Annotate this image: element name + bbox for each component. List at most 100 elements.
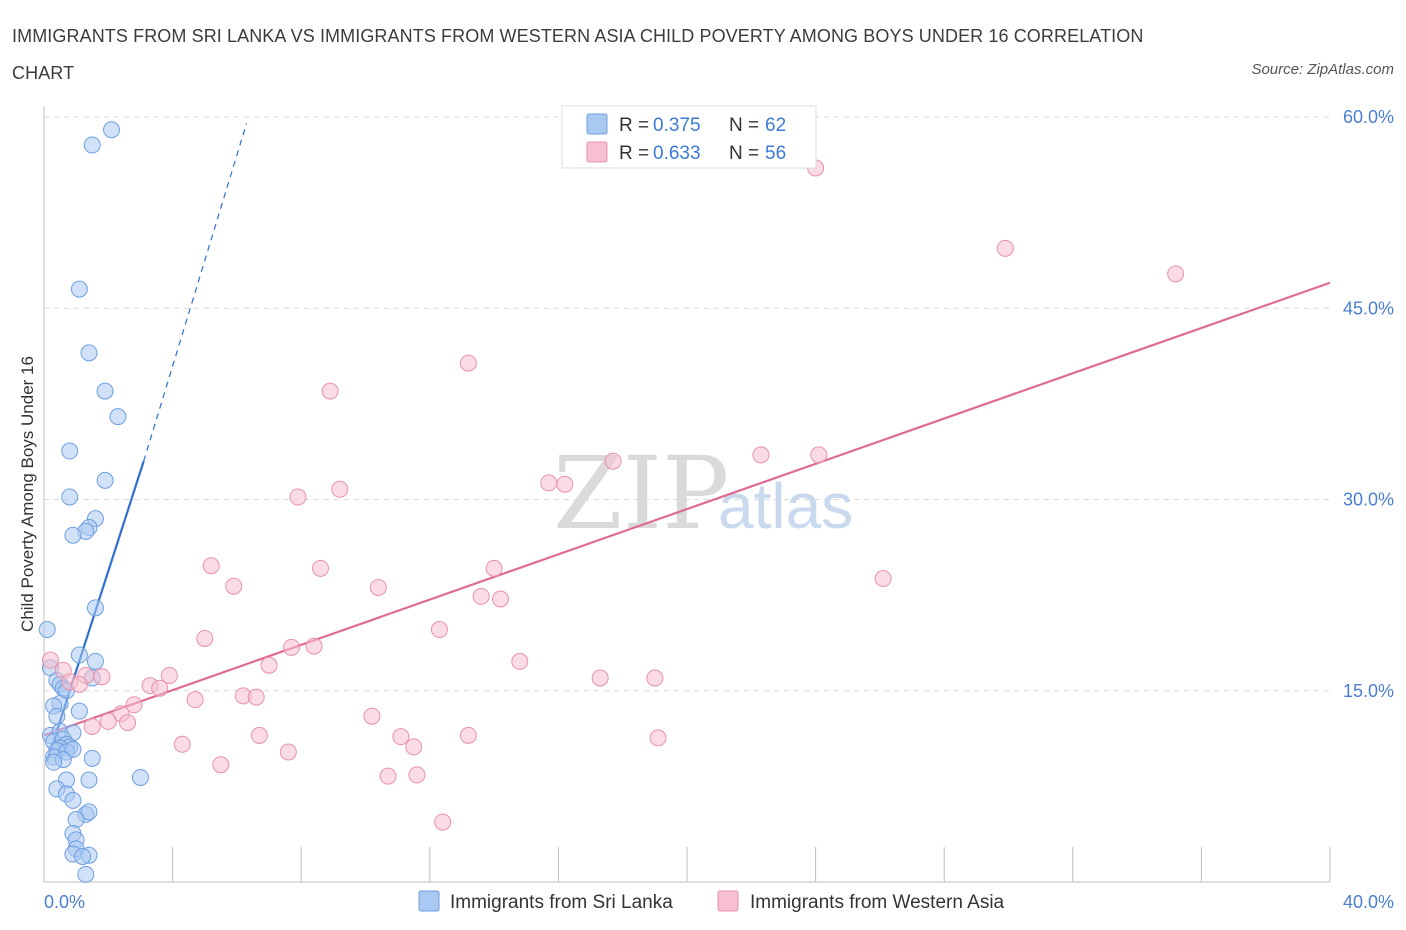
x-tick-label-max: 40.0% <box>1343 892 1394 912</box>
western-asia-point <box>331 480 349 498</box>
western-asia-point <box>279 743 297 761</box>
legend-n-label-2: N = <box>729 143 759 164</box>
x-ticks <box>43 847 1331 882</box>
western-asia-point <box>186 691 204 709</box>
sri-lanka-point <box>96 471 114 489</box>
sri-lanka-point <box>109 408 127 426</box>
western-asia-point <box>472 587 490 605</box>
western-asia-trendline <box>43 281 1331 737</box>
bottom-legend-label-western-asia: Immigrants from Western Asia <box>750 892 1005 913</box>
western-asia-point <box>305 637 323 655</box>
bottom-legend-swatch-pink <box>717 890 739 912</box>
western-asia-point <box>492 590 510 608</box>
legend-r-value-1: 0.375 <box>653 115 701 136</box>
western-asia-point <box>540 474 558 492</box>
western-asia-point <box>556 475 574 493</box>
sri-lanka-point <box>70 280 88 298</box>
source-label: Source: ZipAtlas.com <box>1251 61 1394 78</box>
sri-lanka-point <box>67 811 85 829</box>
bottom-legend-label-sri-lanka: Immigrants from Sri Lanka <box>450 892 673 913</box>
western-asia-point <box>321 382 339 400</box>
western-asia-point <box>250 726 268 744</box>
western-asia-point <box>283 638 301 656</box>
sri-lanka-point <box>64 791 82 809</box>
bottom-legend-swatch-blue <box>418 890 440 912</box>
sri-lanka-point <box>61 442 79 460</box>
sri-lanka-point <box>77 865 95 883</box>
sri-lanka-point <box>70 646 88 664</box>
western-asia-point <box>459 726 477 744</box>
western-asia-point <box>430 621 448 639</box>
sri-lanka-point <box>80 771 98 789</box>
western-asia-point <box>41 651 59 669</box>
sri-lanka-point <box>74 848 92 865</box>
chart-title: IMMIGRANTS FROM SRI LANKA VS IMMIGRANTS … <box>12 26 1144 83</box>
sri-lanka-point <box>61 488 79 506</box>
western-asia-point <box>511 652 529 670</box>
western-asia-point <box>212 756 230 774</box>
western-asia-point <box>392 728 410 746</box>
western-asia-point <box>874 570 892 588</box>
legend-n-label-1: N = <box>729 115 759 136</box>
western-asia-point <box>160 666 178 684</box>
western-asia-point <box>379 767 397 785</box>
legend-n-value-1: 62 <box>765 115 786 136</box>
western-asia-point <box>289 488 307 506</box>
sri-lanka-point <box>131 768 149 786</box>
sri-lanka-point <box>83 749 101 767</box>
legend-r-label-2: R = <box>619 143 649 164</box>
y-axis-label: Child Poverty Among Boys Under 16 <box>18 356 37 632</box>
western-asia-point <box>202 557 220 575</box>
watermark-zip: ZIP <box>553 435 729 552</box>
western-asia-point <box>119 714 137 732</box>
legend-r-label-1: R = <box>619 115 649 136</box>
western-asia-point <box>434 813 452 831</box>
data-points <box>38 121 1185 883</box>
western-asia-point <box>996 239 1014 257</box>
watermark-atlas: atlas <box>718 470 853 542</box>
western-asia-point <box>752 446 770 464</box>
sri-lanka-point <box>86 599 104 617</box>
western-asia-point <box>363 707 381 725</box>
western-asia-point <box>649 729 667 747</box>
western-asia-point <box>125 696 143 714</box>
western-asia-point <box>311 559 329 577</box>
watermark: ZIP atlas <box>553 435 853 552</box>
western-asia-point <box>646 669 664 687</box>
sri-lanka-point <box>48 707 66 725</box>
western-asia-point <box>591 669 609 687</box>
legend-swatch-pink <box>586 141 608 163</box>
correlation-legend: R = 0.375 N = 62 R = 0.633 N = 56 <box>561 105 817 169</box>
western-asia-point <box>151 679 169 697</box>
legend-r-value-2: 0.633 <box>653 143 701 164</box>
sri-lanka-point <box>64 526 82 544</box>
western-asia-point <box>485 559 503 577</box>
y-tick-label: 45.0% <box>1343 298 1394 318</box>
sri-lanka-trendline-extension <box>143 123 248 462</box>
sri-lanka-point <box>80 803 98 821</box>
sri-lanka-point <box>38 621 56 639</box>
y-tick-labels: 15.0% 30.0% 45.0% 60.0% <box>1343 107 1394 701</box>
western-asia-point <box>247 688 265 706</box>
western-asia-point <box>1167 265 1185 283</box>
western-asia-point <box>405 738 423 756</box>
western-asia-point <box>604 452 622 470</box>
sri-lanka-point <box>70 702 88 720</box>
western-asia-point <box>369 578 387 596</box>
y-tick-label: 60.0% <box>1343 107 1394 127</box>
western-asia-point <box>408 766 426 784</box>
western-asia-point <box>83 717 101 735</box>
western-asia-point <box>173 735 191 753</box>
sri-lanka-point <box>103 121 121 139</box>
legend-swatch-blue <box>586 113 608 135</box>
sri-lanka-point <box>83 136 101 154</box>
western-asia-point <box>459 354 477 372</box>
western-asia-point <box>99 712 117 730</box>
western-asia-point <box>225 577 243 595</box>
grid-lines <box>44 116 1330 692</box>
western-asia-point <box>93 668 111 686</box>
western-asia-point <box>196 629 214 647</box>
sri-lanka-point <box>96 382 114 400</box>
y-tick-label: 15.0% <box>1343 681 1394 701</box>
